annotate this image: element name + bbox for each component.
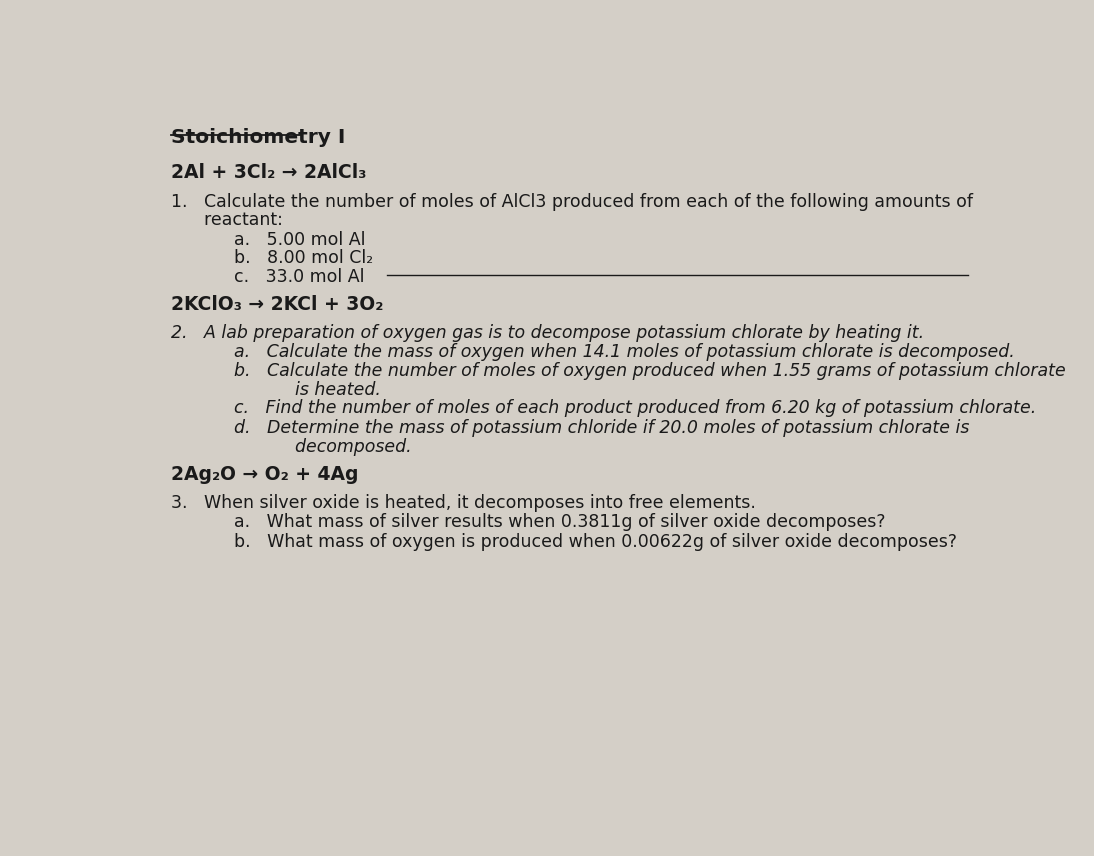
Text: a.   5.00 mol Al: a. 5.00 mol Al bbox=[234, 230, 365, 248]
Text: 2Al + 3Cl₂ → 2AlCl₃: 2Al + 3Cl₂ → 2AlCl₃ bbox=[171, 163, 366, 182]
Text: 2Ag₂O → O₂ + 4Ag: 2Ag₂O → O₂ + 4Ag bbox=[171, 466, 358, 484]
Text: reactant:: reactant: bbox=[171, 211, 282, 229]
Text: 2.   A lab preparation of oxygen gas is to decompose potassium chlorate by heati: 2. A lab preparation of oxygen gas is to… bbox=[171, 324, 923, 342]
Text: b.   8.00 mol Cl₂: b. 8.00 mol Cl₂ bbox=[234, 249, 373, 267]
Text: a.   What mass of silver results when 0.3811g of silver oxide decomposes?: a. What mass of silver results when 0.38… bbox=[234, 514, 886, 532]
Text: d.   Determine the mass of potassium chloride if 20.0 moles of potassium chlorat: d. Determine the mass of potassium chlor… bbox=[234, 419, 969, 437]
Text: c.   33.0 mol Al: c. 33.0 mol Al bbox=[234, 267, 364, 286]
Text: a.   Calculate the mass of oxygen when 14.1 moles of potassium chlorate is decom: a. Calculate the mass of oxygen when 14.… bbox=[234, 342, 1015, 360]
Text: 1.   Calculate the number of moles of AlCl3 produced from each of the following : 1. Calculate the number of moles of AlCl… bbox=[171, 193, 973, 211]
Text: b.   What mass of oxygen is produced when 0.00622g of silver oxide decomposes?: b. What mass of oxygen is produced when … bbox=[234, 533, 957, 551]
Text: 3.   When silver oxide is heated, it decomposes into free elements.: 3. When silver oxide is heated, it decom… bbox=[171, 494, 756, 512]
Text: decomposed.: decomposed. bbox=[263, 437, 411, 455]
Text: b.   Calculate the number of moles of oxygen produced when 1.55 grams of potassi: b. Calculate the number of moles of oxyg… bbox=[234, 362, 1066, 380]
Text: c.   Find the number of moles of each product produced from 6.20 kg of potassium: c. Find the number of moles of each prod… bbox=[234, 399, 1036, 418]
Text: is heated.: is heated. bbox=[263, 381, 381, 399]
Text: 2KClO₃ → 2KCl + 3O₂: 2KClO₃ → 2KCl + 3O₂ bbox=[171, 295, 383, 314]
Text: Stoichiometry I: Stoichiometry I bbox=[171, 128, 345, 146]
